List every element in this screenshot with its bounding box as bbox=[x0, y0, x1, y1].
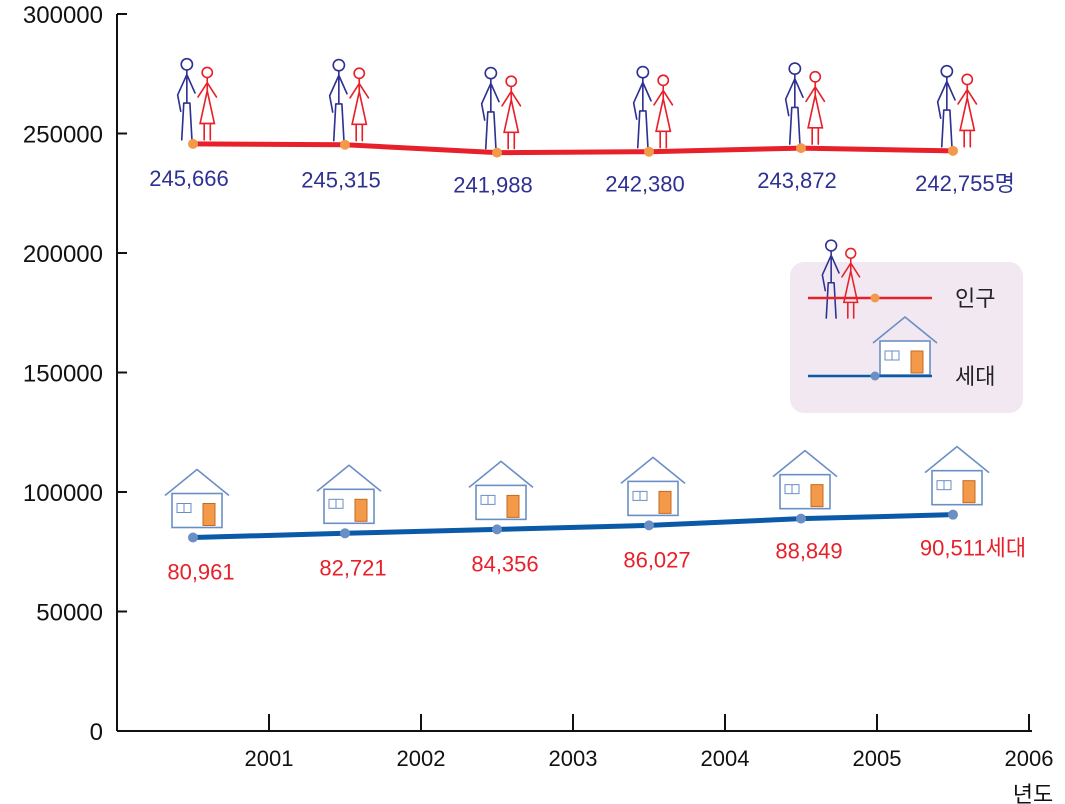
data-label: 242,755명 bbox=[915, 171, 1015, 196]
couple-icon bbox=[176, 57, 218, 141]
man-figure bbox=[784, 62, 804, 145]
x-tick-label: 2001 bbox=[245, 746, 294, 771]
data-point bbox=[644, 520, 654, 531]
couple-icon bbox=[480, 66, 522, 150]
woman-figure bbox=[805, 70, 826, 145]
data-point bbox=[796, 143, 806, 154]
x-tick-label: 2004 bbox=[701, 746, 750, 771]
data-label: 90,511세대 bbox=[920, 536, 1026, 561]
house-door bbox=[962, 480, 976, 504]
house-icon bbox=[468, 460, 534, 521]
man-figure bbox=[821, 239, 840, 319]
house-door bbox=[910, 350, 924, 374]
couple-icon bbox=[328, 58, 370, 142]
house-roof bbox=[164, 468, 230, 497]
x-tick-label: 2005 bbox=[853, 746, 902, 771]
x-axis: 2001 2002 2003 2004 2005 2006 년도 bbox=[117, 714, 1053, 804]
woman-figure bbox=[957, 73, 978, 148]
series-line bbox=[190, 512, 956, 541]
data-label: 245,666 bbox=[149, 166, 229, 191]
y-tick-label: 300000 bbox=[23, 2, 103, 29]
man-figure bbox=[480, 66, 500, 150]
data-point bbox=[340, 139, 350, 150]
data-label: 242,380 bbox=[605, 172, 685, 197]
house-icon bbox=[872, 316, 938, 376]
house-roof bbox=[772, 449, 838, 478]
man-figure bbox=[328, 58, 348, 142]
legend-marker bbox=[870, 371, 880, 381]
x-tick-label: 2002 bbox=[397, 746, 446, 771]
house-roof bbox=[872, 316, 938, 344]
legend-marker bbox=[870, 293, 880, 303]
data-point bbox=[644, 146, 654, 157]
data-label: 241,988 bbox=[453, 173, 533, 198]
data-point bbox=[340, 528, 350, 539]
couple-icon bbox=[821, 239, 861, 319]
house-roof bbox=[316, 464, 382, 492]
series-1: 80,961 82,721 84,356 86,027 88,849 90,511세대 bbox=[164, 445, 1026, 585]
woman-figure bbox=[349, 67, 370, 142]
data-point bbox=[188, 532, 198, 543]
woman-figure bbox=[653, 74, 674, 149]
series-line bbox=[190, 141, 956, 156]
y-axis: 0 50000 100000 150000 200000 250000 300000 bbox=[23, 2, 127, 746]
man-figure bbox=[176, 57, 196, 141]
couple-icon bbox=[784, 62, 826, 145]
house-door bbox=[658, 490, 672, 514]
house-icon bbox=[924, 445, 990, 506]
house-door bbox=[810, 484, 824, 508]
man-figure bbox=[936, 64, 956, 148]
x-tick-label: 2003 bbox=[549, 746, 598, 771]
y-tick-label: 50000 bbox=[36, 600, 103, 627]
series-layer: 245,666 245,315 241,988 242,380 243,872 242,7… bbox=[149, 57, 1026, 585]
data-point bbox=[796, 513, 806, 524]
woman-figure bbox=[501, 75, 522, 150]
y-tick-label: 200000 bbox=[23, 241, 103, 268]
couple-icon bbox=[632, 65, 674, 149]
y-tick-label: 250000 bbox=[23, 122, 103, 149]
y-tick-label: 0 bbox=[90, 719, 103, 746]
data-point bbox=[188, 138, 198, 149]
data-label: 84,356 bbox=[471, 551, 538, 576]
data-point bbox=[492, 524, 502, 535]
house-icon bbox=[772, 449, 838, 510]
house-roof bbox=[468, 460, 534, 489]
data-point bbox=[948, 145, 958, 156]
data-label: 86,027 bbox=[623, 547, 690, 572]
legend-label: 세대 bbox=[955, 365, 995, 390]
house-roof bbox=[924, 445, 990, 474]
legend-entry-1: 세대 bbox=[808, 316, 995, 390]
house-icon bbox=[164, 468, 230, 529]
house-roof bbox=[620, 456, 686, 485]
man-figure bbox=[632, 65, 652, 149]
couple-icon bbox=[936, 64, 978, 148]
x-unit-label: 년도 bbox=[1013, 783, 1053, 804]
data-label: 80,961 bbox=[167, 560, 234, 585]
house-door bbox=[202, 503, 216, 527]
data-label: 243,872 bbox=[757, 168, 837, 193]
y-tick-label: 100000 bbox=[23, 480, 103, 507]
data-label: 88,849 bbox=[775, 539, 842, 564]
series-0: 245,666 245,315 241,988 242,380 243,872 242,7… bbox=[149, 57, 1015, 198]
data-point bbox=[948, 509, 958, 520]
x-tick-label: 2006 bbox=[1005, 746, 1054, 771]
data-label: 82,721 bbox=[319, 555, 386, 580]
data-point bbox=[492, 147, 502, 158]
y-tick-label: 150000 bbox=[23, 361, 103, 388]
woman-figure bbox=[841, 247, 861, 319]
legend-entry-0: 인구 bbox=[808, 239, 995, 319]
house-icon bbox=[316, 464, 382, 525]
house-door bbox=[506, 494, 520, 518]
legend-label: 인구 bbox=[955, 287, 995, 312]
data-label: 245,315 bbox=[301, 168, 381, 193]
house-icon bbox=[620, 456, 686, 517]
woman-figure bbox=[197, 66, 218, 141]
house-door bbox=[354, 498, 368, 522]
